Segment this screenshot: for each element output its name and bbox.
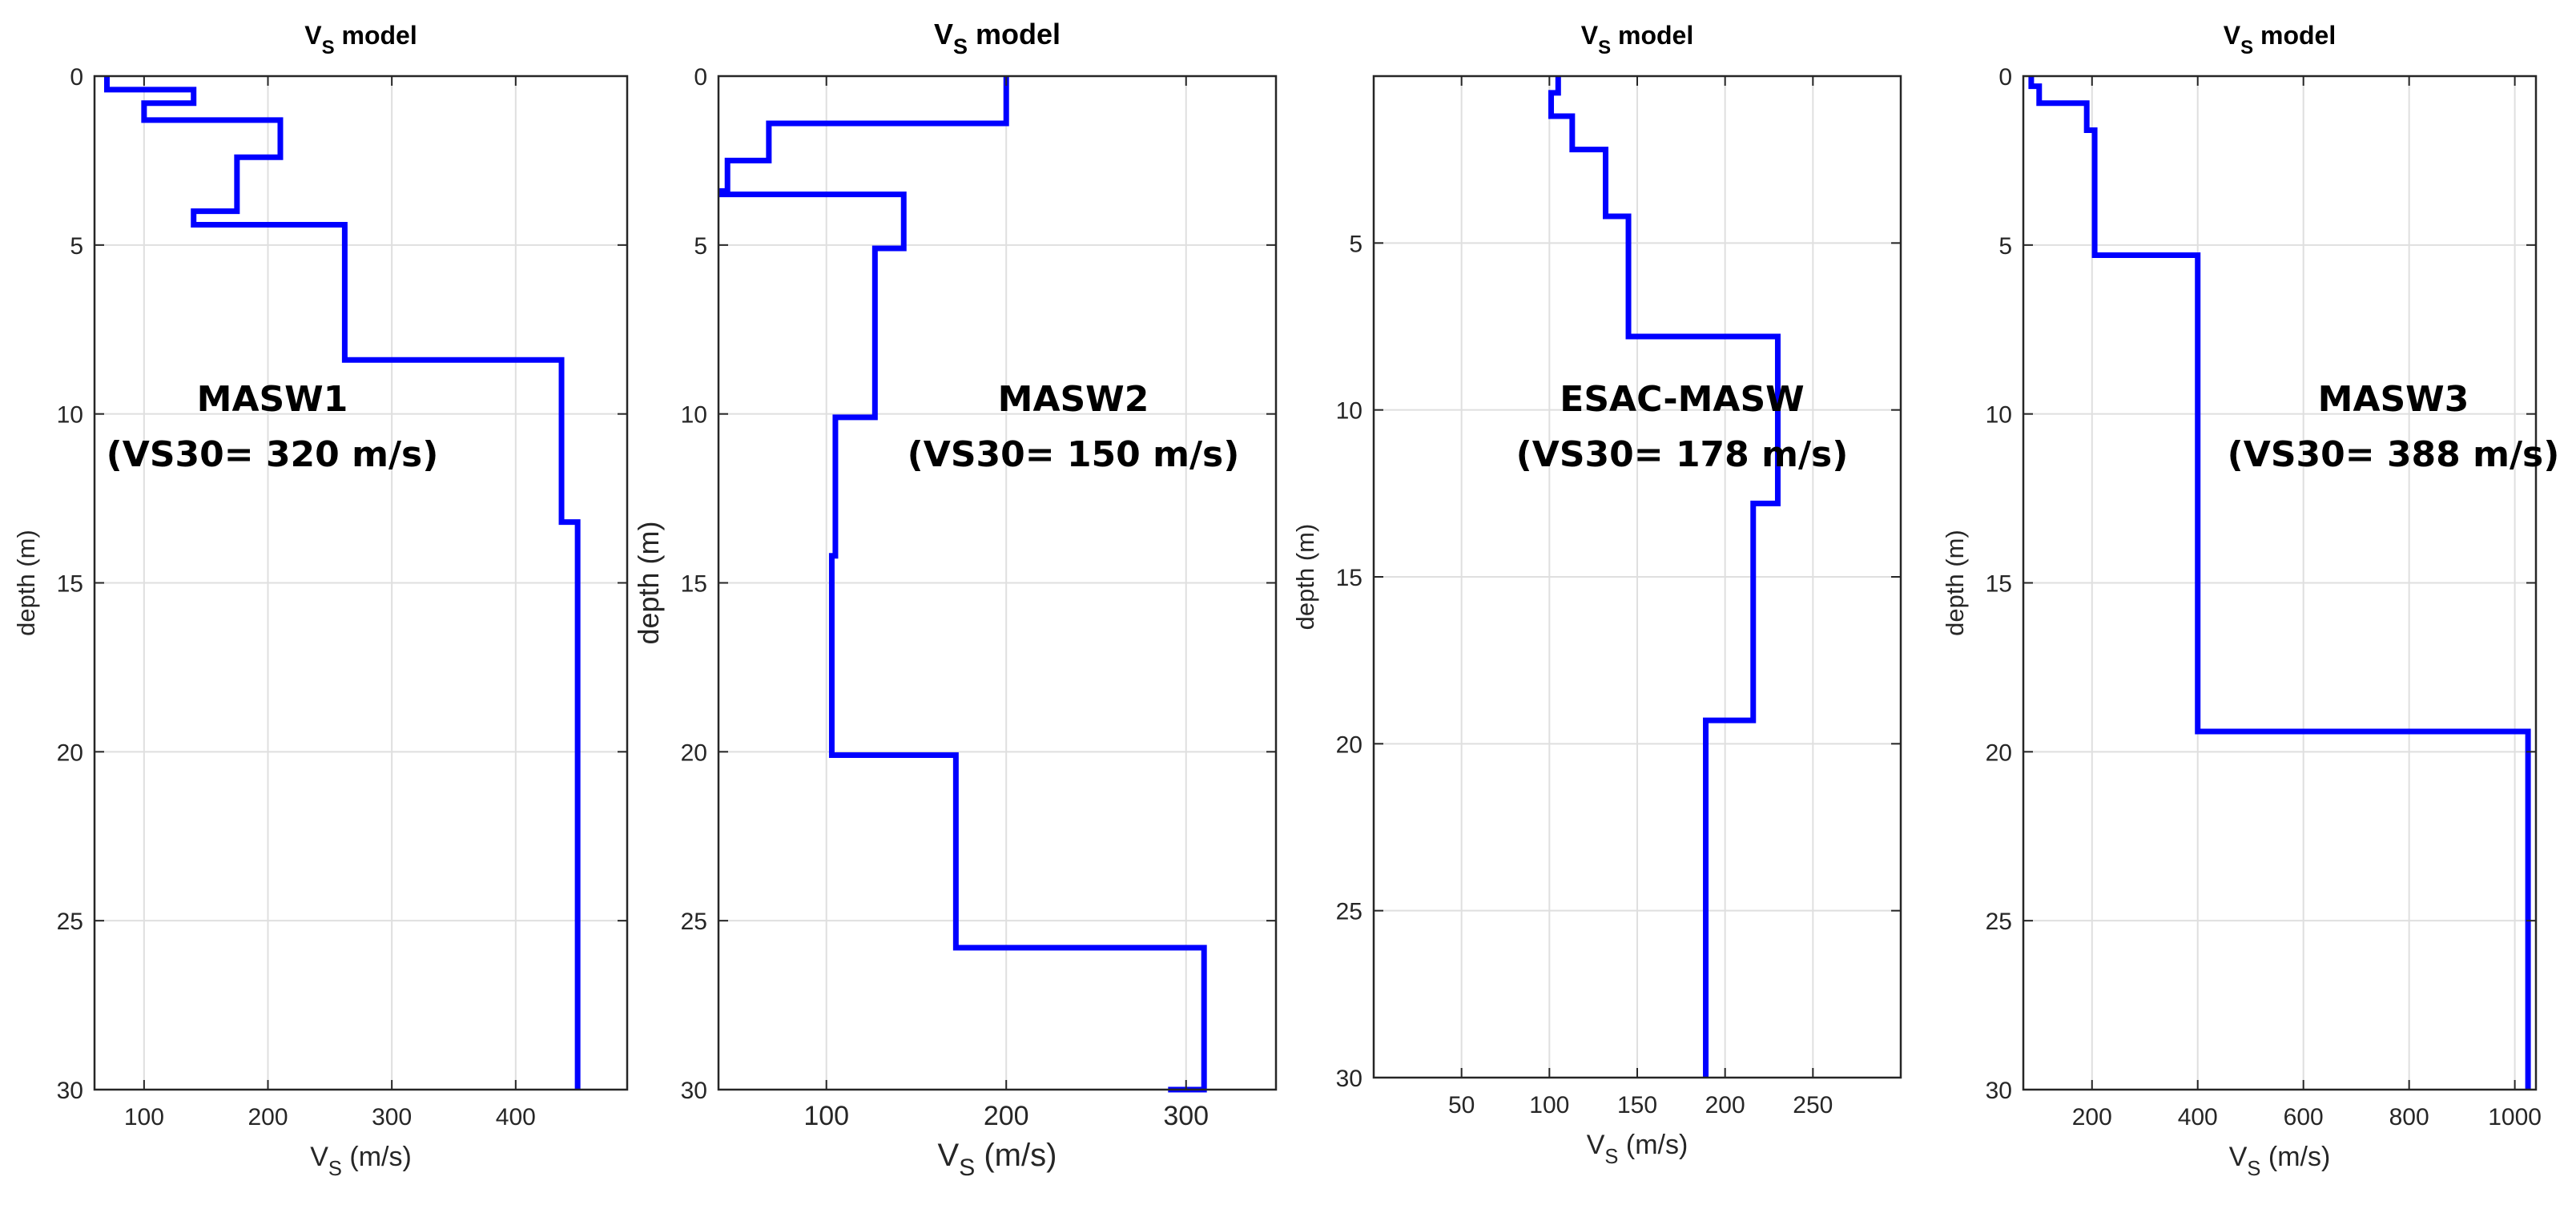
title-rest: model bbox=[335, 21, 417, 50]
chart-title: VS model bbox=[304, 21, 417, 58]
x-axis-label: VS (m/s) bbox=[938, 1138, 1057, 1181]
y-tick-label: 15 bbox=[1336, 565, 1362, 591]
y-tick-label: 30 bbox=[1336, 1066, 1362, 1092]
vs30-annotation: (VS30= 388 m/s) bbox=[2228, 434, 2560, 475]
title-rest: model bbox=[968, 18, 1061, 50]
title-main: V bbox=[304, 21, 322, 50]
y-tick-label: 10 bbox=[681, 402, 707, 429]
title-subscript: S bbox=[1598, 37, 1611, 58]
y-axis-label: depth (m) bbox=[1941, 530, 1969, 636]
y-tick-label: 5 bbox=[70, 233, 83, 260]
x-axis-label: VS (m/s) bbox=[310, 1142, 412, 1180]
y-axis-label: depth (m) bbox=[12, 530, 40, 636]
title-rest: model bbox=[1611, 21, 1693, 50]
x-tick-label: 200 bbox=[2072, 1104, 2112, 1130]
site-name-annotation: ESAC-MASW bbox=[1560, 379, 1804, 420]
y-tick-label: 20 bbox=[1986, 739, 2012, 766]
y-axis-label: depth (m) bbox=[1291, 524, 1319, 631]
y-tick-label: 0 bbox=[1998, 64, 2012, 91]
y-tick-label: 10 bbox=[1986, 402, 2012, 429]
y-tick-label: 30 bbox=[1986, 1078, 2012, 1104]
y-tick-label: 25 bbox=[1986, 909, 2012, 935]
xlabel-rest: (m/s) bbox=[1618, 1130, 1688, 1160]
xlabel-subscript: S bbox=[1604, 1146, 1618, 1168]
y-tick-label: 5 bbox=[694, 233, 707, 260]
y-tick-label: 20 bbox=[57, 739, 83, 766]
site-name-annotation: MASW2 bbox=[998, 379, 1149, 420]
x-tick-label: 100 bbox=[803, 1101, 849, 1131]
x-tick-label: 300 bbox=[1163, 1101, 1209, 1131]
vs-profile-line bbox=[2028, 76, 2531, 1090]
x-tick-label: 200 bbox=[1705, 1092, 1745, 1118]
x-tick-label: 800 bbox=[2389, 1104, 2429, 1130]
y-tick-label: 0 bbox=[694, 64, 707, 91]
site-name-annotation: MASW1 bbox=[197, 379, 348, 420]
x-tick-label: 250 bbox=[1793, 1092, 1833, 1118]
x-tick-label: 100 bbox=[1529, 1092, 1569, 1118]
y-tick-label: 0 bbox=[70, 64, 83, 91]
chart-title: VS model bbox=[934, 18, 1061, 58]
y-tick-label: 25 bbox=[1336, 899, 1362, 925]
vs30-annotation: (VS30= 178 m/s) bbox=[1516, 434, 1849, 475]
y-tick-label: 20 bbox=[681, 739, 707, 766]
x-tick-label: 50 bbox=[1448, 1092, 1475, 1118]
x-tick-label: 300 bbox=[372, 1104, 412, 1130]
xlabel-main: V bbox=[1587, 1130, 1605, 1160]
vs30-annotation: (VS30= 150 m/s) bbox=[908, 434, 1240, 475]
y-tick-label: 15 bbox=[1986, 571, 2012, 598]
title-main: V bbox=[934, 18, 953, 50]
chart-title: VS model bbox=[2224, 21, 2336, 58]
x-axis-label: VS (m/s) bbox=[2229, 1142, 2331, 1180]
xlabel-subscript: S bbox=[2247, 1158, 2260, 1180]
xlabel-rest: (m/s) bbox=[342, 1142, 412, 1172]
xlabel-rest: (m/s) bbox=[975, 1138, 1057, 1173]
title-main: V bbox=[1581, 21, 1599, 50]
y-tick-label: 5 bbox=[1998, 233, 2012, 260]
vs-profile-line bbox=[103, 76, 581, 1090]
x-tick-label: 1000 bbox=[2488, 1104, 2542, 1130]
y-tick-label: 15 bbox=[57, 571, 83, 598]
x-axis-label: VS (m/s) bbox=[1587, 1130, 1688, 1168]
x-tick-label: 100 bbox=[124, 1104, 164, 1130]
y-tick-label: 5 bbox=[1349, 231, 1362, 257]
x-tick-label: 400 bbox=[2178, 1104, 2218, 1130]
y-tick-label: 20 bbox=[1336, 731, 1362, 758]
xlabel-subscript: S bbox=[959, 1155, 975, 1181]
y-tick-label: 10 bbox=[1336, 398, 1362, 425]
xlabel-subscript: S bbox=[328, 1158, 342, 1180]
y-tick-label: 30 bbox=[681, 1078, 707, 1104]
title-rest: model bbox=[2253, 21, 2336, 50]
y-tick-label: 10 bbox=[57, 402, 83, 429]
x-tick-label: 200 bbox=[984, 1101, 1029, 1131]
x-tick-label: 400 bbox=[496, 1104, 536, 1130]
y-tick-label: 25 bbox=[681, 909, 707, 935]
y-tick-label: 25 bbox=[57, 909, 83, 935]
y-tick-label: 15 bbox=[681, 571, 707, 598]
title-subscript: S bbox=[2240, 37, 2253, 58]
xlabel-main: V bbox=[938, 1138, 960, 1173]
title-subscript: S bbox=[953, 34, 968, 58]
x-tick-label: 150 bbox=[1617, 1092, 1657, 1118]
site-name-annotation: MASW3 bbox=[2318, 379, 2469, 420]
x-tick-label: 600 bbox=[2284, 1104, 2324, 1130]
title-subscript: S bbox=[322, 37, 335, 58]
chart-title: VS model bbox=[1581, 21, 1693, 58]
x-tick-label: 200 bbox=[248, 1104, 288, 1130]
vs-profile-line bbox=[718, 76, 1207, 1093]
title-main: V bbox=[2224, 21, 2241, 50]
vs30-annotation: (VS30= 320 m/s) bbox=[107, 434, 439, 475]
y-tick-label: 30 bbox=[57, 1078, 83, 1104]
vs-profile-line bbox=[1548, 76, 1781, 1078]
xlabel-main: V bbox=[2229, 1142, 2248, 1172]
y-axis-label: depth (m) bbox=[632, 521, 665, 644]
xlabel-main: V bbox=[310, 1142, 328, 1172]
xlabel-rest: (m/s) bbox=[2260, 1142, 2330, 1172]
